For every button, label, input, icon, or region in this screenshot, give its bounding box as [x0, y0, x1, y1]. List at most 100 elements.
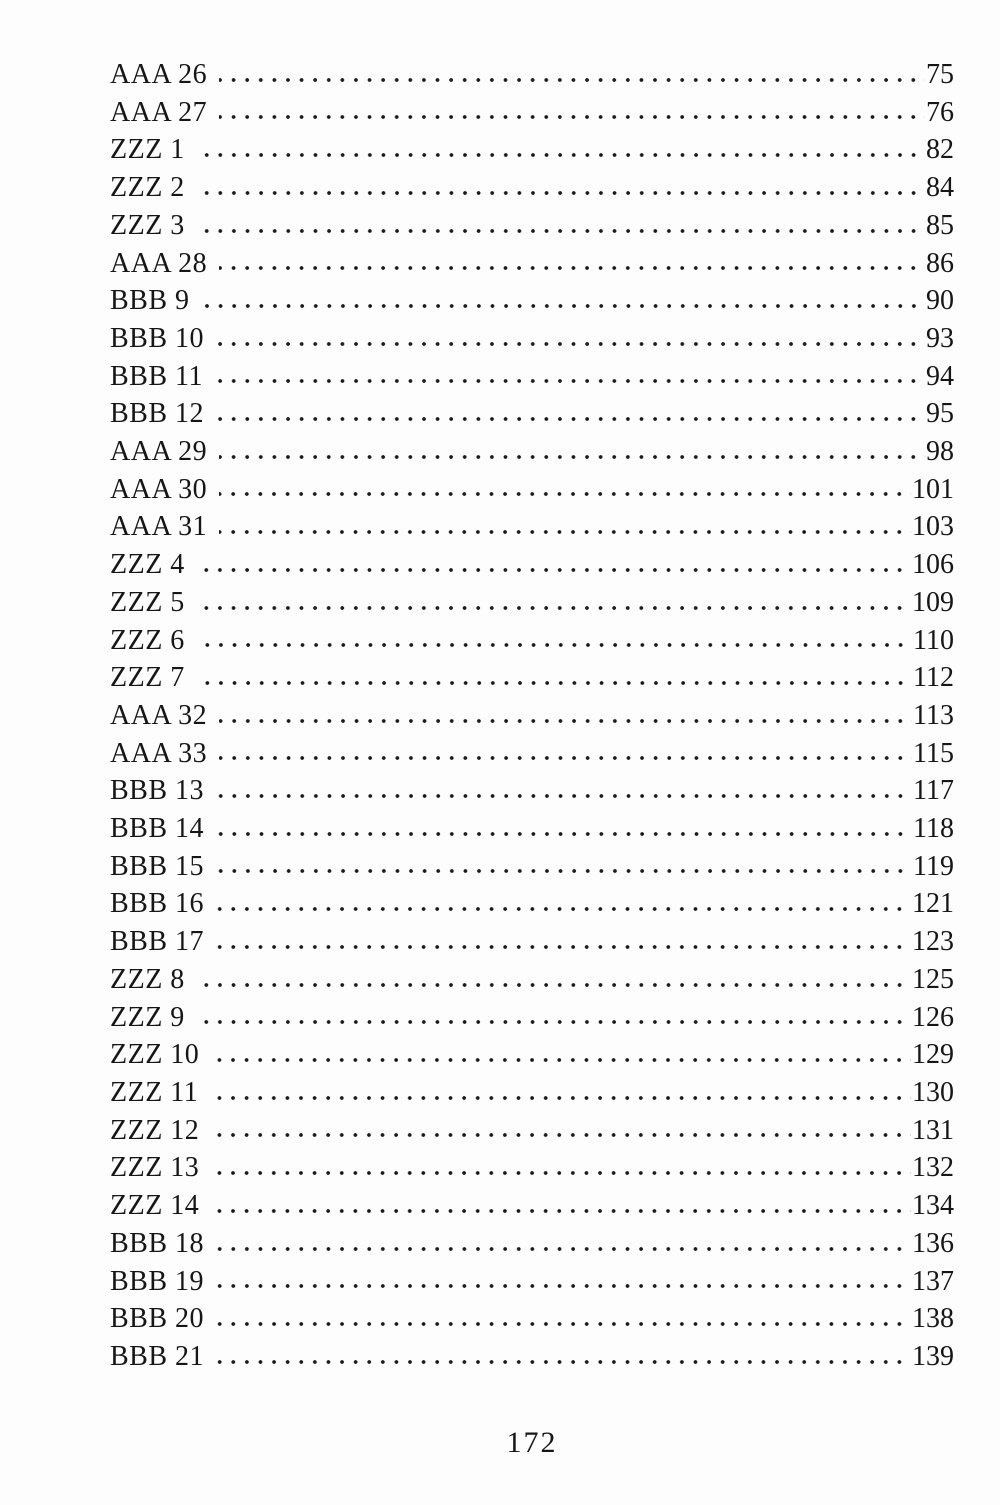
- toc-entry-row: BBB 10 93: [110, 320, 954, 358]
- toc-entry-label: ZZZ 9: [110, 1001, 185, 1033]
- toc-entry-row: ZZZ 5 109: [110, 584, 954, 622]
- toc-entry-row: BBB 11 94: [110, 358, 954, 396]
- dot-leader: [185, 131, 926, 169]
- toc-entry-page: 130: [912, 1076, 954, 1108]
- toc-entry-label: BBB 15: [110, 850, 205, 882]
- toc-entry-row: AAA 29 98: [110, 433, 954, 471]
- dot-leader: [204, 810, 913, 848]
- toc-entry-label: ZZZ 14: [110, 1190, 200, 1222]
- dot-leader: [207, 56, 926, 94]
- dot-leader: [204, 1300, 912, 1338]
- toc-entry-label: ZZZ 5: [110, 586, 185, 618]
- toc-entry-page: 137: [912, 1265, 954, 1297]
- toc-entry-label: BBB 20: [110, 1303, 205, 1335]
- dot-leader: [199, 1036, 912, 1074]
- toc-entry-label: AAA 31: [110, 511, 208, 543]
- toc-entry-row: BBB 19 137: [110, 1263, 954, 1301]
- toc-entry-label: ZZZ 8: [110, 963, 185, 995]
- dot-leader: [204, 772, 913, 810]
- dot-leader: [185, 546, 912, 584]
- dot-leader: [199, 1149, 912, 1187]
- dot-leader: [204, 848, 913, 886]
- dot-leader: [207, 735, 913, 773]
- dot-leader: [207, 94, 926, 132]
- dot-leader: [185, 584, 912, 622]
- toc-entry-label: BBB 13: [110, 775, 205, 807]
- toc-entry-page: 131: [912, 1114, 954, 1146]
- dot-leader: [204, 1263, 912, 1301]
- toc-entry-page: 136: [912, 1227, 954, 1259]
- toc-entry-page: 132: [912, 1152, 954, 1184]
- toc-entry-page: 82: [926, 134, 954, 166]
- toc-entry-row: BBB 20 138: [110, 1300, 954, 1338]
- toc-entry-label: AAA 27: [110, 96, 208, 128]
- toc-entry-label: ZZZ 11: [110, 1076, 199, 1108]
- toc-entry-row: ZZZ 1 82: [110, 131, 954, 169]
- toc-entry-label: ZZZ 1: [110, 134, 185, 166]
- toc-entry-row: AAA 28 86: [110, 245, 954, 283]
- toc-entry-label: AAA 33: [110, 737, 208, 769]
- toc-entry-label: BBB 16: [110, 888, 205, 920]
- toc-entry-page: 109: [912, 586, 954, 618]
- toc-list: AAA 26 75 AAA 27 76 ZZZ 1 82 ZZZ 2 84 ZZ…: [110, 56, 954, 1376]
- toc-entry-row: ZZZ 12 131: [110, 1112, 954, 1150]
- toc-entry-row: BBB 16 121: [110, 885, 954, 923]
- dot-leader: [185, 207, 926, 245]
- dot-leader: [199, 1112, 912, 1150]
- dot-leader: [204, 1225, 912, 1263]
- toc-entry-row: BBB 12 95: [110, 395, 954, 433]
- toc-entry-row: ZZZ 14 134: [110, 1187, 954, 1225]
- toc-entry-page: 119: [913, 850, 954, 882]
- toc-entry-page: 85: [926, 209, 954, 241]
- toc-entry-label: ZZZ 10: [110, 1039, 200, 1071]
- toc-entry-row: AAA 33 115: [110, 735, 954, 773]
- toc-entry-row: ZZZ 9 126: [110, 999, 954, 1037]
- toc-entry-row: BBB 17 123: [110, 923, 954, 961]
- toc-entry-row: ZZZ 10 129: [110, 1036, 954, 1074]
- toc-entry-row: ZZZ 4 106: [110, 546, 954, 584]
- toc-entry-row: AAA 32 113: [110, 697, 954, 735]
- toc-entry-label: BBB 17: [110, 926, 205, 958]
- dot-leader: [207, 697, 913, 735]
- toc-entry-page: 86: [926, 247, 954, 279]
- toc-entry-label: ZZZ 7: [110, 662, 185, 694]
- toc-entry-page: 84: [926, 172, 954, 204]
- toc-entry-row: AAA 31 103: [110, 508, 954, 546]
- toc-entry-row: BBB 13 117: [110, 772, 954, 810]
- dot-leader: [207, 471, 912, 509]
- toc-entry-page: 101: [912, 473, 954, 505]
- dot-leader: [204, 1338, 912, 1376]
- toc-entry-page: 139: [912, 1340, 954, 1372]
- toc-entry-page: 123: [912, 926, 954, 958]
- dot-leader: [185, 622, 913, 660]
- toc-entry-label: ZZZ 4: [110, 549, 185, 581]
- toc-entry-row: AAA 30 101: [110, 471, 954, 509]
- toc-entry-label: BBB 10: [110, 322, 205, 354]
- toc-entry-label: AAA 28: [110, 247, 208, 279]
- dot-leader: [198, 1074, 912, 1112]
- toc-entry-page: 121: [912, 888, 954, 920]
- toc-entry-label: BBB 19: [110, 1265, 205, 1297]
- folio-page-number: 172: [506, 1425, 558, 1459]
- dot-leader: [204, 395, 926, 433]
- toc-entry-row: ZZZ 8 125: [110, 961, 954, 999]
- toc-entry-label: AAA 30: [110, 473, 208, 505]
- toc-entry-page: 110: [913, 624, 954, 656]
- toc-entry-label: BBB 18: [110, 1227, 205, 1259]
- toc-entry-label: BBB 21: [110, 1340, 205, 1372]
- toc-entry-page: 113: [913, 699, 954, 731]
- toc-entry-label: BBB 9: [110, 285, 190, 317]
- toc-entry-page: 125: [912, 963, 954, 995]
- toc-entry-page: 126: [912, 1001, 954, 1033]
- toc-entry-page: 76: [926, 96, 954, 128]
- toc-entry-page: 75: [926, 59, 954, 90]
- toc-entry-page: 95: [926, 398, 954, 430]
- toc-entry-label: ZZZ 3: [110, 209, 185, 241]
- toc-entry-page: 93: [926, 322, 954, 354]
- toc-entry-page: 90: [926, 285, 954, 317]
- dot-leader: [207, 245, 926, 283]
- toc-entry-label: AAA 29: [110, 436, 208, 468]
- toc-entry-label: ZZZ 6: [110, 624, 185, 656]
- dot-leader: [199, 1187, 912, 1225]
